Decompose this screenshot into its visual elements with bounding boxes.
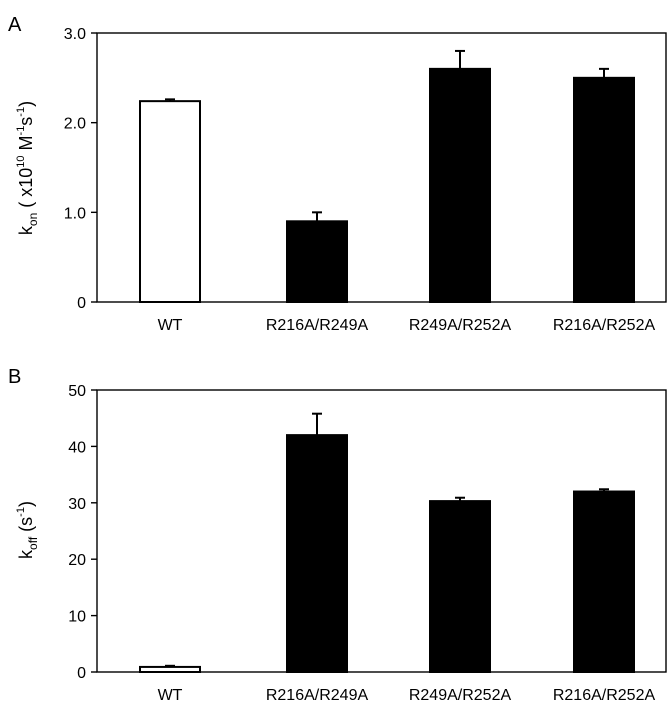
panel-a-bar [286,220,348,303]
panel-b-category-label: R216A/R249A [266,687,369,704]
panel-b-bar [573,490,635,673]
panel-a-ylabel-exp: 10 [15,155,27,167]
panel-b: B 0 10 20 30 40 50 WT R216A/R249A R249A/R252A R2… [8,366,667,704]
panel-a-ylabel-sub: on [26,213,40,226]
panel-a-ylabel-k: k [16,225,36,235]
panel-b-ticks: 0 10 20 30 40 50 [68,383,97,682]
panel-b-ylabel-exp: -1 [15,507,27,517]
panel-a-ylabel-unit1-exp: -1 [15,126,27,136]
panel-b-bar [139,665,201,674]
panel-a-ylabel-suffix: ) [16,101,36,107]
panel-a-ticks: 0 1.0 2.0 3.0 [64,26,97,312]
panel-a-ylabel-unit1: M [16,135,36,155]
panel-a-plot-frame [96,32,667,303]
panel-a-ylabel-prefix: ( x10 [16,168,36,213]
panel-b-category-label: R216A/R252A [553,687,656,704]
panel-a-ylabel-unit2: s [16,117,36,126]
panel-b-category-label: R249A/R252A [409,687,512,704]
panel-a-bar [429,67,491,303]
panel-a-category-label: R216A/R249A [266,317,369,334]
panel-b-y-axis-label: koff (s-1) [15,501,40,559]
panel-a-category-label: WT [158,317,183,334]
panel-b-y-tick-label: 40 [68,439,86,456]
panel-b-bar [429,500,491,673]
panel-a-y-tick-label: 3.0 [64,26,86,43]
panel-a-category-label: R216A/R252A [553,317,656,334]
panel-b-bars [139,412,635,674]
panel-b-categories: WT R216A/R249A R249A/R252A R216A/R252A [158,687,656,704]
panel-b-y-tick-label: 50 [68,383,86,400]
panel-a-y-tick-label: 1.0 [64,205,86,222]
panel-b-letter: B [8,366,21,388]
panel-a-bar [573,76,635,304]
panel-b-y-tick-label: 20 [68,552,86,569]
panel-b-ylabel-sub: off [26,536,40,550]
panel-a-category-label: R249A/R252A [409,317,512,334]
panel-b-y-tick-label: 30 [68,496,86,513]
panel-a-bar [139,100,201,303]
panel-b-ylabel-k: k [16,549,36,559]
panel-a-axes [96,32,667,303]
panel-b-axes [96,389,667,673]
panel-a: A 0 1.0 2.0 3.0 WT R216A/R249A R249A/R252A R21… [8,14,667,334]
panel-b-ylabel-prefix: (s [16,517,36,537]
panel-a-bars [139,49,635,304]
panel-b-ylabel-suffix: ) [16,501,36,507]
panel-b-y-tick-label: 10 [68,609,86,626]
panel-b-y-tick-label: 0 [77,665,86,682]
panel-b-category-label: WT [158,687,183,704]
panel-a-ylabel-unit2-exp: -1 [15,107,27,117]
panel-b-bar [286,434,348,673]
panel-a-categories: WT R216A/R249A R249A/R252A R216A/R252A [158,317,656,334]
panel-a-y-tick-label: 2.0 [64,116,86,133]
panel-b-plot-frame [96,389,667,673]
panel-a-y-axis-label: kon ( x1010 M-1s-1) [15,101,40,235]
panel-a-y-tick-label: 0 [77,295,86,312]
panel-a-letter: A [8,14,22,36]
